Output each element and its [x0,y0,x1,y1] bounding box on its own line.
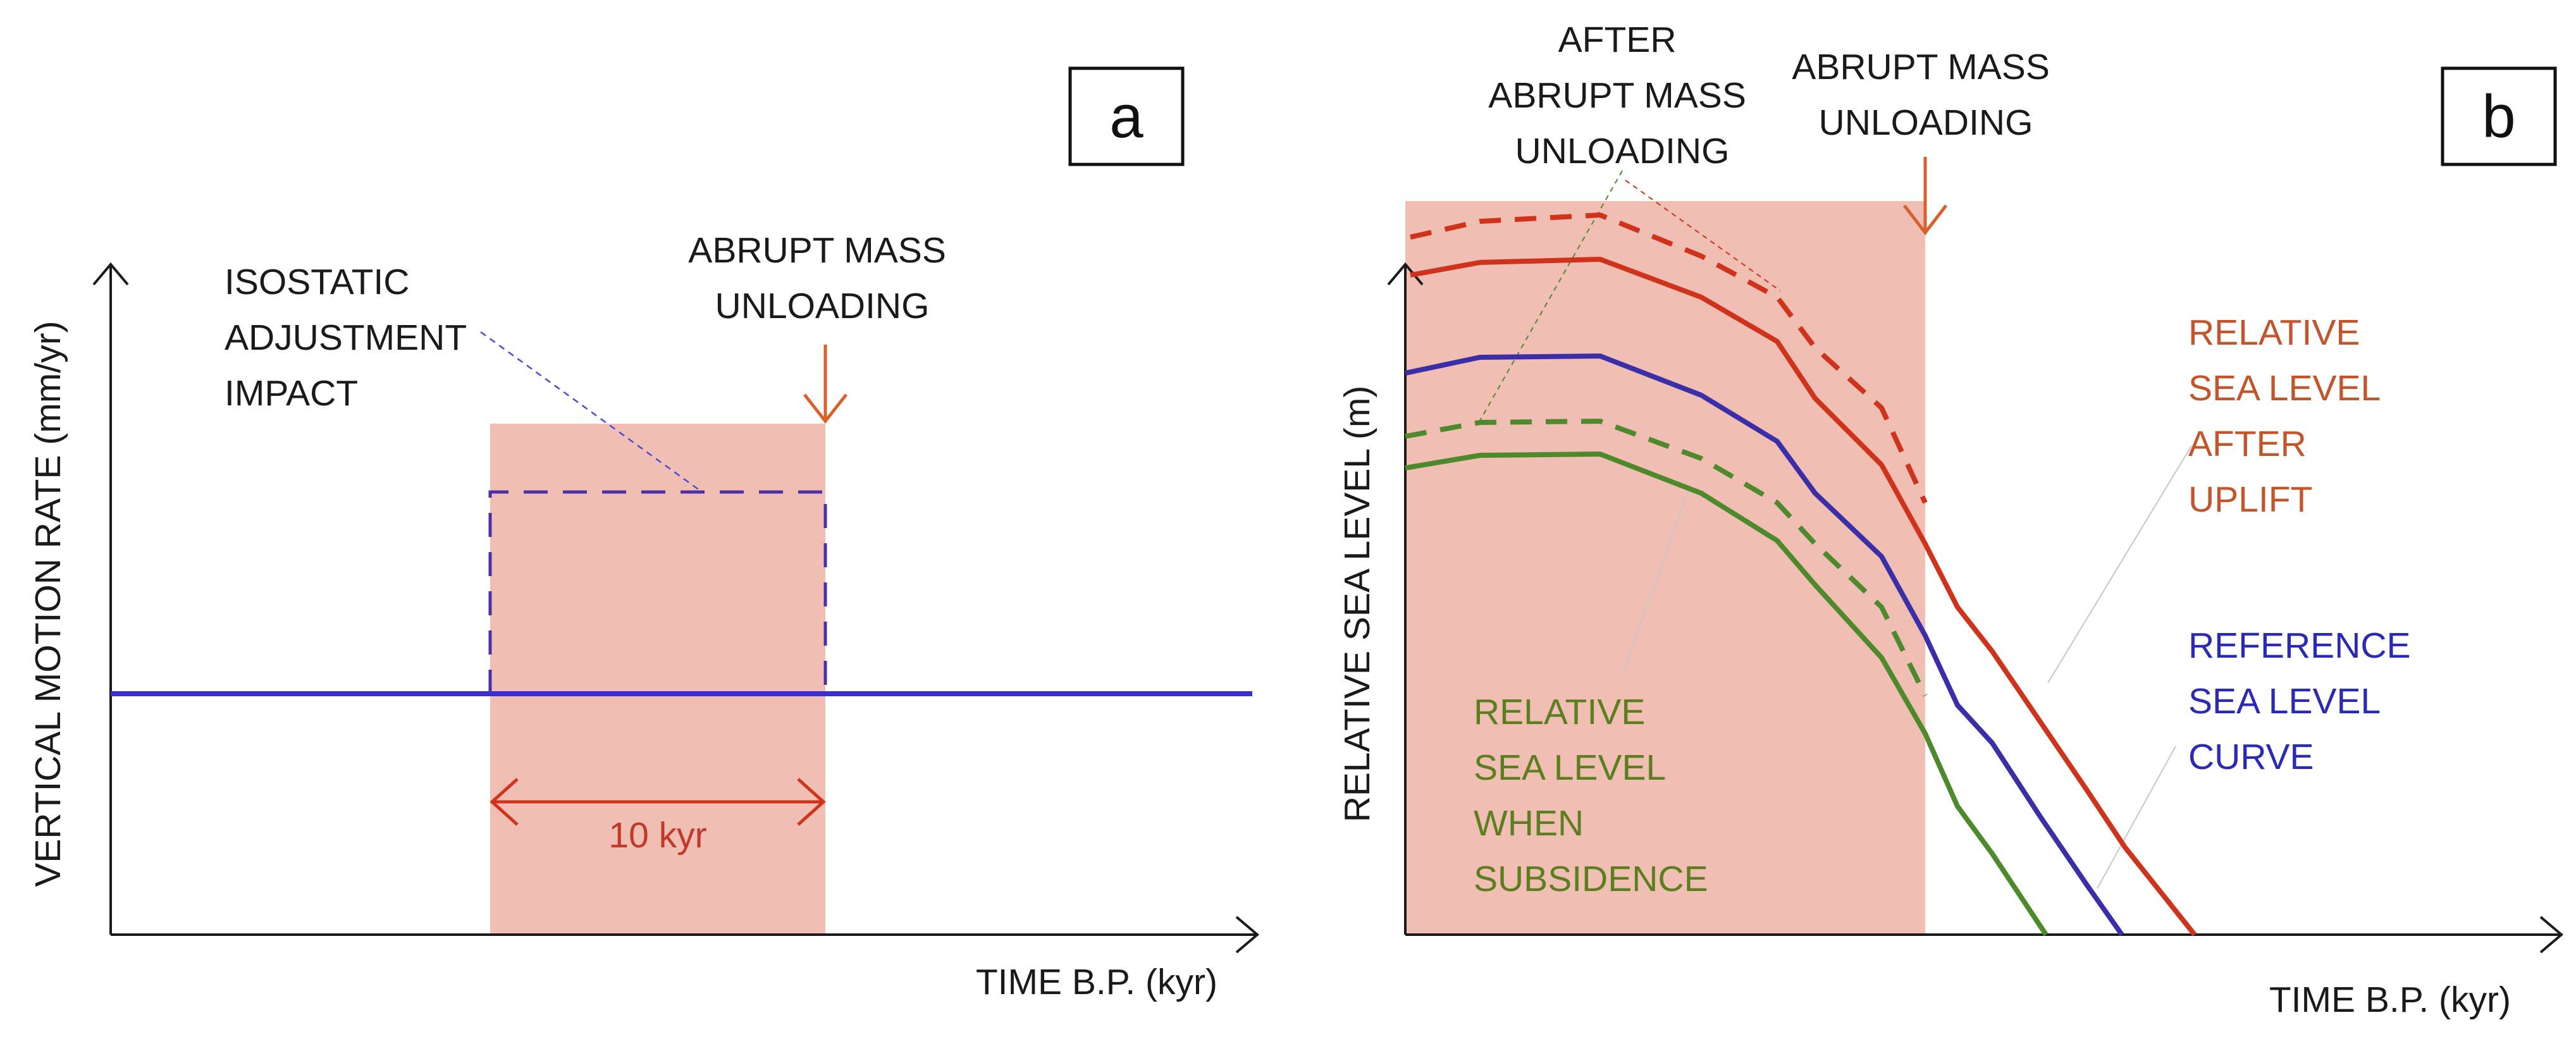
panel-b-unloading-arrow-head [1903,204,1947,236]
panel-b-x-axis-label: TIME B.P. (kyr) [2269,980,2511,1020]
panel-a-unloading-label-line: UNLOADING [715,286,930,326]
panel-b-reference-leader [2097,746,2176,889]
panel-a-isostatic-label-line: ADJUSTMENT [225,317,466,358]
panel-a-duration-arrowhead-right [797,778,826,826]
panel-b-subsidence-leader [1624,489,1689,671]
panel-b-uplift-leader [2047,445,2192,684]
panel-b-reference-curve [1405,354,2124,937]
panel-a-letter-box [1068,66,1185,166]
panel-b-reference-label-line: SEA LEVEL [2188,681,2380,722]
panel-a-letter: a [1109,83,1143,151]
panel-b-uplift-label-line: AFTER [2188,424,2307,464]
panel-b-after-unloading-label: AFTER ABRUPT MASS UNLOADING [1488,20,1756,171]
panel-a-isostatic-impact-box [488,490,827,694]
panel-b-uplift-label-line: RELATIVE [2188,312,2360,353]
panel-a-unloading-label: ABRUPT MASS UNLOADING [688,230,956,326]
panel-b-y-axis-label: RELATIVE SEA LEVEL (m) [1337,386,1377,823]
panel-a-x-axis-arrowhead [1235,916,1260,954]
panel-b-subsidence-label-line: SEA LEVEL [1474,747,1665,788]
panel-b-reference-label: REFERENCE SEA LEVEL CURVE [2188,625,2420,777]
panel-b-after-unloading-label-line: ABRUPT MASS [1488,75,1746,116]
panel-b-subsidence-label: RELATIVE SEA LEVEL WHEN SUBSIDENCE [1474,692,1708,899]
panel-a-y-axis-arrowhead [92,262,129,286]
panel-b-reference-label-line: REFERENCE [2188,625,2411,666]
panel-b-unloading-label-line: ABRUPT MASS [1792,47,2050,87]
panel-a-unloading-label-line: ABRUPT MASS [688,230,946,271]
panel-b-subsidence-label-line: SUBSIDENCE [1474,859,1708,899]
panel-b-unloading-label-line: UNLOADING [1819,102,2033,143]
panel-a-y-axis-label: VERTICAL MOTION RATE (mm/yr) [28,321,68,887]
panel-a-duration-label: 10 kyr [608,815,706,856]
panel-a-x-axis-label: TIME B.P. (kyr) [976,962,1217,1002]
panel-a: a VERTICAL MOTION RATE (mm/yr) TIME B.P.… [28,66,1260,1002]
panel-b: b RELATIVE SEA LEVEL (m) TIME B.P. (kyr)… [1337,20,2564,1020]
panel-b-uplift-label: RELATIVE SEA LEVEL AFTER UPLIFT [2188,312,2389,520]
panel-b-letter: b [2482,83,2515,151]
panel-b-subsidence-label-line: WHEN [1474,803,1584,844]
panel-b-subsidence-curve [1405,452,2049,937]
panel-b-letter-box [2441,66,2557,166]
panel-b-uplift-label-line: SEA LEVEL [2188,368,2380,409]
panel-a-duration-arrowhead-left [490,778,519,826]
panel-a-unloading-arrow-head [803,393,847,424]
panel-b-uplift-curve [1410,257,2197,937]
panel-b-after-unloading-label-line: UNLOADING [1515,131,1730,171]
panel-b-uplift-dashed-curve [1410,212,1928,504]
panel-a-unloading-period [490,424,825,935]
panel-b-reference-label-line: CURVE [2188,737,2314,777]
panel-a-isostatic-label: ISOSTATIC ADJUSTMENT IMPACT [225,262,476,414]
panel-b-x-axis-arrowhead [2539,916,2564,954]
panel-b-uplift-label-line: UPLIFT [2188,479,2312,520]
panel-b-unloading-label: ABRUPT MASS UNLOADING [1792,47,2059,143]
panel-b-after-unloading-leader [1625,180,1781,292]
panel-b-y-axis-arrowhead [1387,262,1424,286]
panel-a-isostatic-label-line: IMPACT [225,373,358,414]
panel-b-subsidence-label-line: RELATIVE [1474,692,1645,732]
panel-b-after-unloading-label-line: AFTER [1558,20,1677,60]
panel-a-isostatic-label-line: ISOSTATIC [225,262,409,302]
panel-b-after-unloading-leader-green [1479,170,1623,421]
